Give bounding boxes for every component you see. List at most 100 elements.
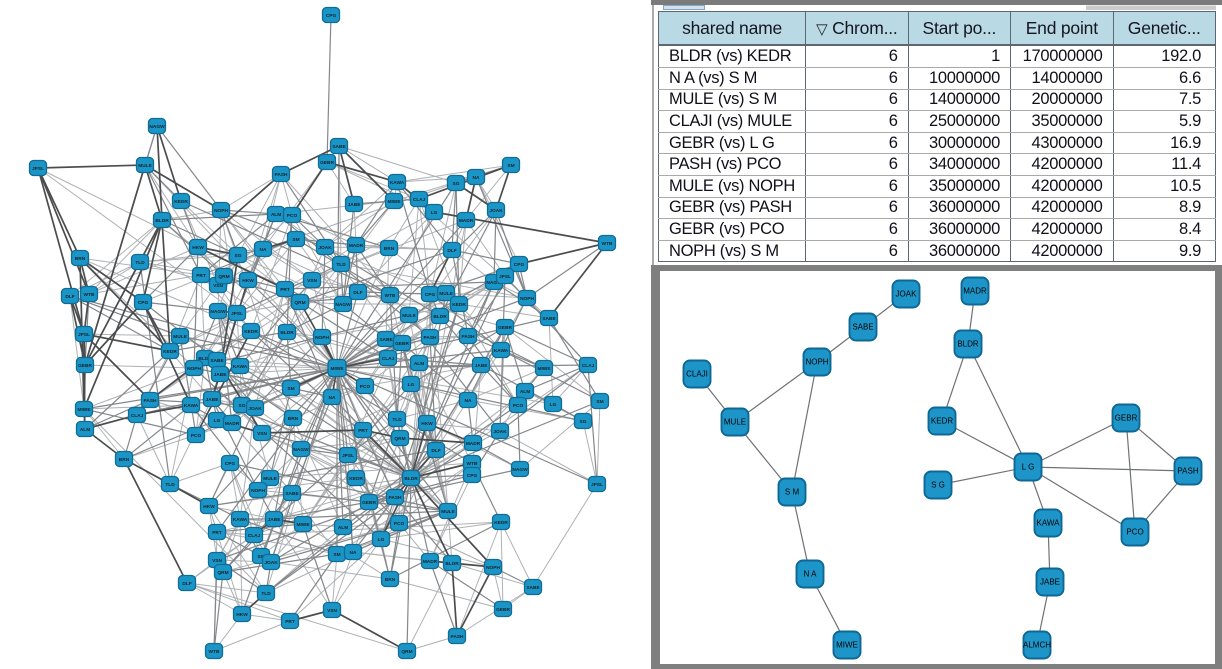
svg-text:MIWE: MIWE [836,641,858,650]
svg-text:JOAK: JOAK [264,560,278,566]
svg-text:BRN: BRN [385,577,396,583]
svg-text:JPSL: JPSL [591,482,603,488]
svg-text:MULE: MULE [441,509,455,515]
svg-text:LG: LG [431,210,438,216]
svg-text:MULE: MULE [439,291,453,297]
svg-text:MADR: MADR [225,421,240,427]
svg-text:MULE: MULE [173,334,187,340]
svg-text:GEBR: GEBR [1115,414,1138,423]
svg-text:SABE: SABE [210,358,224,364]
svg-text:PASH: PASH [462,334,476,340]
svg-text:BLDR: BLDR [198,356,212,362]
svg-text:NA: NA [260,247,267,253]
svg-text:LG: LG [408,382,415,388]
svg-text:CLAJ: CLAJ [248,533,261,539]
svg-text:GEBR: GEBR [320,160,334,166]
svg-text:JOAK: JOAK [248,406,262,412]
svg-text:PASH: PASH [451,634,465,640]
svg-text:TLD: TLD [392,417,402,423]
svg-text:ALMCH: ALMCH [1023,641,1051,650]
svg-text:TLD: TLD [165,482,175,488]
svg-text:NOPH: NOPH [520,296,534,302]
svg-text:MADR: MADR [459,218,474,224]
svg-text:ALM: ALM [414,361,424,367]
svg-text:PASH: PASH [275,172,289,178]
svg-text:QRM: QRM [294,300,305,306]
svg-text:NOPH: NOPH [805,358,828,367]
svg-text:VSN: VSN [327,608,337,614]
svg-text:MULE: MULE [138,163,152,169]
svg-text:SG: SG [258,554,265,560]
svg-text:MADR: MADR [466,441,481,447]
svg-text:TLD: TLD [135,260,145,266]
svg-text:QRM: QRM [394,436,405,442]
svg-text:NOPH: NOPH [486,565,500,571]
svg-text:JOAK: JOAK [489,208,503,214]
svg-text:BLDR: BLDR [445,561,459,567]
svg-text:PASH: PASH [1177,467,1198,476]
svg-text:BLDR: BLDR [155,218,169,224]
svg-text:PCO: PCO [287,213,298,219]
svg-text:WTB: WTB [467,461,478,467]
svg-text:KAWA: KAWA [233,517,248,523]
svg-text:PCO: PCO [394,521,405,527]
svg-text:PCO: PCO [1126,528,1143,537]
svg-text:CLAJI: CLAJI [686,370,708,379]
svg-text:MIWE: MIWE [387,199,401,205]
svg-text:ALM: ALM [338,525,348,531]
svg-text:NAGW: NAGW [210,309,226,315]
svg-text:KEDR: KEDR [163,349,177,355]
svg-text:WTB: WTB [385,293,396,299]
svg-text:KAWA: KAWA [233,364,248,370]
svg-text:CPG: CPG [425,292,436,298]
svg-text:MIWE: MIWE [77,407,91,413]
svg-text:BRN: BRN [119,457,130,463]
svg-text:WTB: WTB [602,241,613,247]
svg-text:SM: SM [333,552,340,558]
svg-text:JABE: JABE [348,202,362,208]
svg-text:VSN: VSN [257,431,267,437]
svg-text:SABE: SABE [526,585,540,591]
svg-text:LG: LG [378,537,385,543]
svg-text:JPSL: JPSL [231,311,243,317]
svg-text:NAGW: NAGW [512,467,528,473]
svg-text:PRT: PRT [285,619,295,625]
svg-text:NAGW: NAGW [335,302,351,308]
svg-text:QRM: QRM [217,570,228,576]
svg-text:HKW: HKW [242,278,254,284]
svg-text:CLAJ: CLAJ [131,413,144,419]
svg-text:WTB: WTB [209,649,220,655]
svg-text:QRM: QRM [218,274,229,280]
svg-text:PCO: PCO [360,384,371,390]
svg-text:ALM: ALM [271,212,281,218]
svg-text:MIWE: MIWE [537,366,551,372]
svg-text:CPG: CPG [326,13,337,19]
svg-text:BLDR: BLDR [957,340,979,349]
svg-text:NA: NA [350,550,357,556]
svg-text:GEBR: GEBR [498,325,512,331]
svg-text:TLD: TLD [336,262,346,268]
svg-text:JABE: JABE [1040,578,1060,587]
svg-text:BRN: BRN [75,256,86,262]
svg-text:LG: LG [550,402,557,408]
svg-text:GEBR: GEBR [362,500,376,506]
svg-text:MULE: MULE [724,418,746,427]
svg-text:QRM: QRM [401,649,412,655]
svg-text:CLAJ: CLAJ [582,363,595,369]
svg-text:HKW: HKW [192,245,204,251]
svg-text:GEBR: GEBR [395,341,409,347]
svg-text:JABE: JABE [475,363,489,369]
svg-text:PRT: PRT [212,530,222,536]
svg-text:MIWE: MIWE [296,522,310,528]
svg-text:SG: SG [580,419,587,425]
svg-text:DLF: DLF [447,248,456,254]
svg-text:SABE: SABE [379,337,393,343]
svg-text:SABE: SABE [285,491,299,497]
svg-text:NA: NA [473,175,480,181]
svg-text:SG: SG [235,253,242,259]
svg-text:NOPH: NOPH [214,208,228,214]
svg-text:JPSL: JPSL [342,453,354,459]
svg-text:ALM: ALM [80,427,90,433]
svg-text:BLDR: BLDR [433,314,447,320]
svg-text:PASH: PASH [389,495,403,501]
